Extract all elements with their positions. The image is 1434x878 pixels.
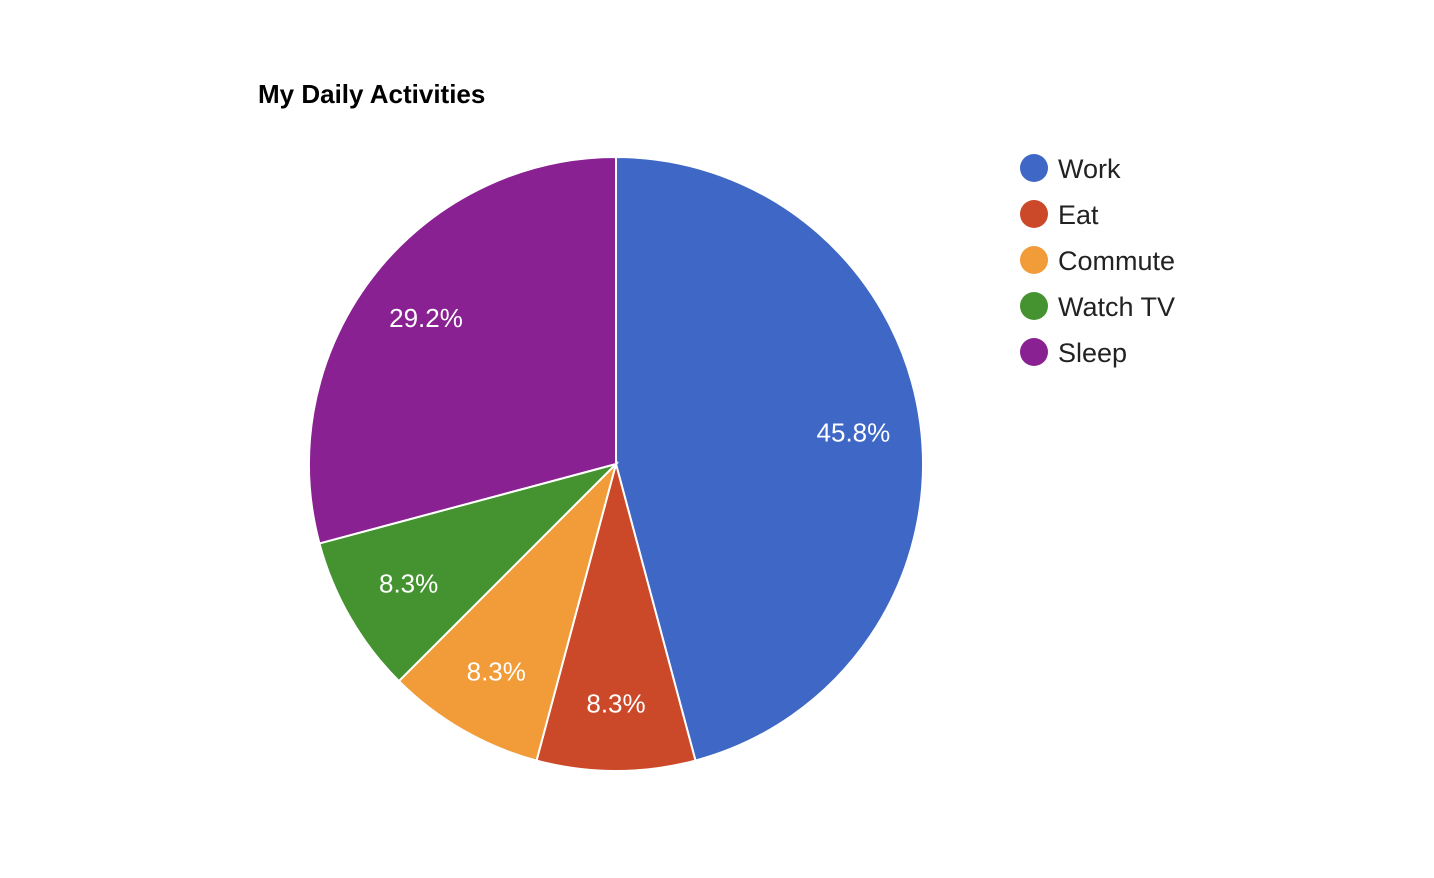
chart-title: My Daily Activities [258, 79, 485, 109]
slice-label-sleep: 29.2% [389, 303, 463, 333]
pie-slice-watch-tv[interactable] [318, 462, 620, 683]
legend-swatch-watch-tv [1020, 292, 1048, 320]
legend-swatch-sleep [1020, 338, 1048, 366]
legend-item-work[interactable]: Work [1020, 154, 1121, 184]
legend-label-watch-tv: Watch TV [1058, 292, 1175, 322]
pie-slice-work[interactable] [615, 155, 924, 762]
pie-slices [308, 155, 924, 773]
legend-item-commute[interactable]: Commute [1020, 246, 1175, 276]
legend-swatch-commute [1020, 246, 1048, 274]
legend-item-sleep[interactable]: Sleep [1020, 338, 1127, 368]
legend-label-eat: Eat [1058, 200, 1099, 230]
slice-label-watch-tv: 8.3% [379, 569, 438, 599]
pie-slice-eat[interactable] [535, 460, 697, 773]
legend-swatch-work [1020, 154, 1048, 182]
legend-label-commute: Commute [1058, 246, 1175, 276]
legend-label-sleep: Sleep [1058, 338, 1127, 368]
slice-label-commute: 8.3% [467, 656, 526, 686]
legend-swatch-eat [1020, 200, 1048, 228]
legend: Work Eat Commute Watch TV Sleep [1020, 154, 1175, 368]
pie-slice-sleep[interactable] [308, 155, 617, 545]
slice-label-work: 45.8% [817, 418, 891, 448]
legend-label-work: Work [1058, 154, 1121, 184]
pie-slice-commute[interactable] [397, 460, 618, 762]
slice-label-eat: 8.3% [586, 688, 645, 718]
legend-item-eat[interactable]: Eat [1020, 200, 1099, 230]
pie-slice-labels: 45.8% 8.3% 8.3% 8.3% 29.2% [379, 303, 890, 718]
legend-item-watch-tv[interactable]: Watch TV [1020, 292, 1175, 322]
